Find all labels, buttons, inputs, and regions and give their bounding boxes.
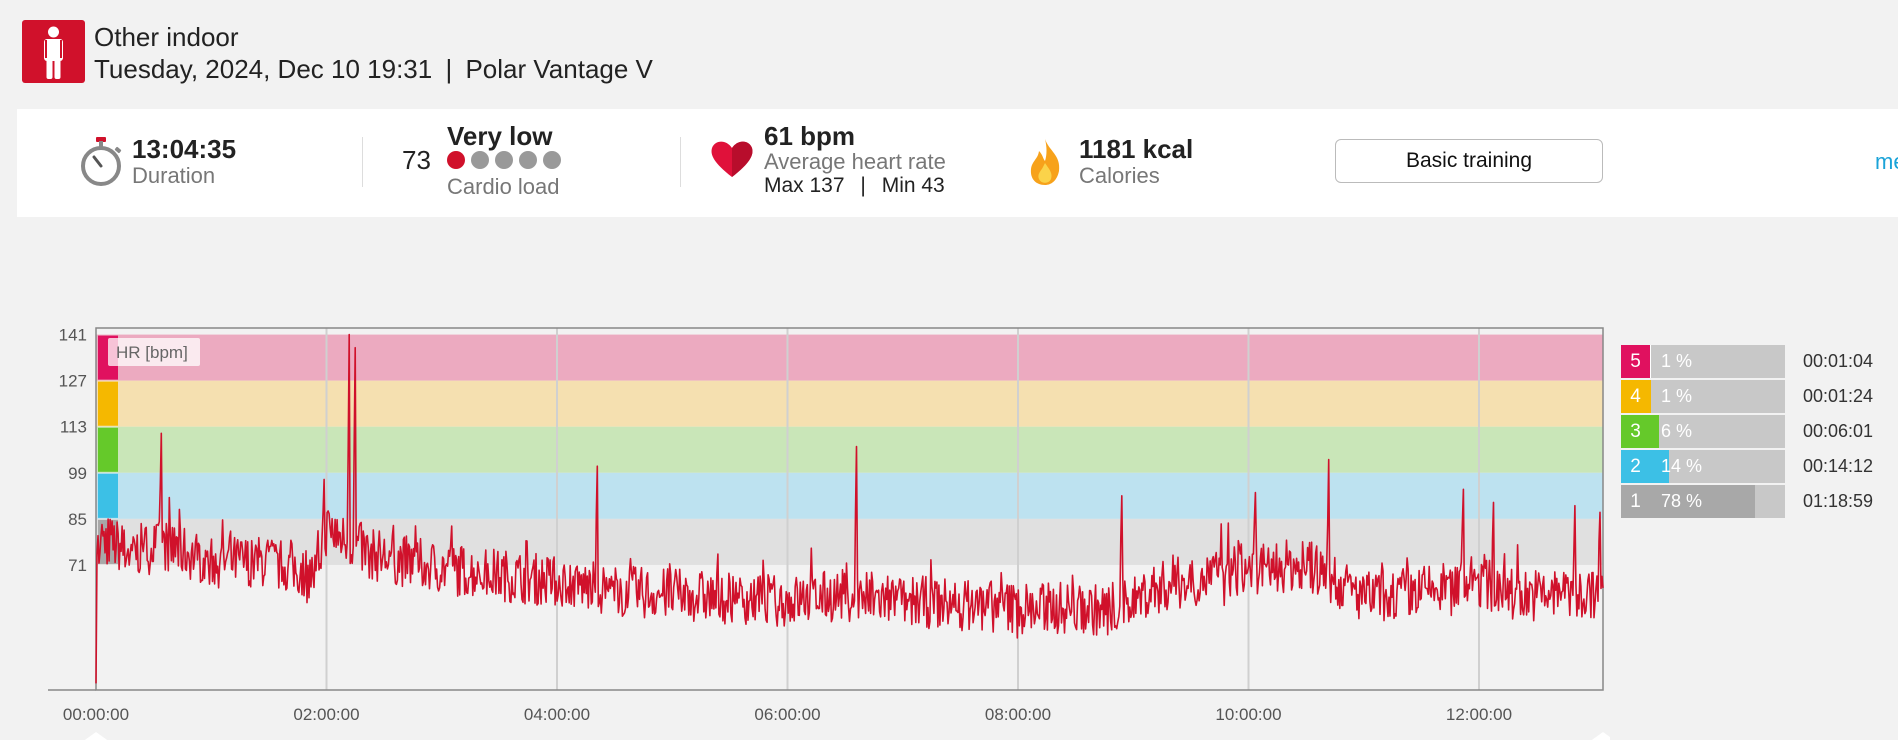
device-name: Polar Vantage V	[465, 54, 653, 84]
zone-percent: 78 %	[1661, 491, 1703, 511]
avg-hr-label: Average heart rate	[764, 149, 946, 174]
x-tick-label: 02:00:00	[293, 705, 359, 724]
zone-time: 01:18:59	[1803, 491, 1874, 511]
zone-band-2	[96, 472, 1603, 519]
calories-value: 1181 kcal	[1079, 134, 1194, 164]
separator: |	[445, 54, 453, 84]
zone-marker-2	[98, 473, 118, 518]
cardio-dot	[471, 151, 489, 169]
hr-series-line	[95, 333, 1604, 684]
flame-icon	[1027, 137, 1063, 187]
duration-label: Duration	[132, 163, 216, 188]
zone-number: 5	[1621, 345, 1650, 378]
hr-max: Max 137	[764, 174, 845, 197]
zone-row-4[interactable]: 4 1 %	[1621, 380, 1785, 413]
zone-percent: 6 %	[1661, 421, 1693, 441]
series-label-box	[108, 338, 200, 366]
zone-time: 00:14:12	[1803, 456, 1874, 476]
cardio-load-level: Very low	[447, 121, 553, 151]
stopwatch-icon	[79, 137, 123, 187]
hr-max-min: Max 137 | Min 43	[764, 174, 945, 198]
zone-row-2[interactable]: 2 14 %	[1621, 450, 1785, 483]
zone-number: 1	[1621, 485, 1650, 518]
calories-label: Calories	[1079, 163, 1160, 188]
zone-number: 4	[1621, 380, 1650, 413]
range-handle-right[interactable]	[1589, 732, 1610, 740]
x-tick-label: 08:00:00	[985, 705, 1051, 724]
range-handle-left[interactable]	[82, 732, 110, 740]
avg-hr-value: 61 bpm	[764, 121, 856, 151]
hr-min: Min 43	[881, 174, 945, 197]
y-tick-label: 99	[68, 464, 87, 483]
heart-icon	[710, 139, 754, 179]
y-tick-label: 127	[59, 372, 87, 391]
x-tick-label: 10:00:00	[1215, 705, 1281, 724]
x-tick-label: 00:00:00	[63, 705, 129, 724]
y-tick-label: 141	[59, 326, 87, 345]
summary-bar: 13:04:35 Duration 73 Very low Cardio loa…	[17, 109, 1898, 217]
zone-bar-fill	[1650, 415, 1659, 448]
cardio-dot	[519, 151, 537, 169]
zone-percent: 1 %	[1661, 386, 1693, 406]
person-standing-icon	[22, 20, 85, 83]
zone-marker-3	[98, 427, 118, 472]
zone-row-5[interactable]: 5 1 %	[1621, 345, 1785, 378]
y-tick-label: 71	[68, 556, 87, 575]
zone-percent: 1 %	[1661, 351, 1693, 371]
y-tick-label: 85	[68, 510, 87, 529]
zone-band-3	[96, 426, 1603, 473]
zone-time: 00:01:04	[1803, 351, 1874, 371]
training-benefit-button[interactable]: Basic training	[1335, 139, 1603, 183]
zone-row-1[interactable]: 1 78 %	[1621, 485, 1785, 518]
session-subtitle: Tuesday, 2024, Dec 10 19:31 | Polar Vant…	[94, 54, 653, 85]
plot-frame	[95, 327, 1604, 691]
zone-number: 2	[1621, 450, 1650, 483]
zone-number: 3	[1621, 415, 1650, 448]
x-tick-label: 12:00:00	[1446, 705, 1512, 724]
zone-bar-fill	[1650, 450, 1669, 483]
zone-bar-fill	[1650, 380, 1651, 413]
zone-time: 00:01:24	[1803, 386, 1874, 406]
x-tick-label: 04:00:00	[524, 705, 590, 724]
divider	[680, 137, 681, 187]
sport-title: Other indoor	[94, 22, 239, 52]
divider	[362, 137, 363, 187]
cardio-dot	[495, 151, 513, 169]
series-label: HR [bpm]	[116, 343, 188, 362]
cardio-dot	[543, 151, 561, 169]
more-link[interactable]: me	[1875, 149, 1898, 174]
zone-row-3[interactable]: 3 6 %	[1621, 415, 1785, 448]
zone-time: 00:06:01	[1803, 421, 1874, 441]
zone-band-5	[96, 334, 1603, 381]
session-date: Tuesday, 2024, Dec 10 19:31	[94, 54, 433, 84]
heart-rate-chart[interactable]: 141 127 113 99 85 71 00:00:00 02:00:00 04:00:00 0…	[0, 320, 1610, 740]
cardio-load-value: 73	[402, 145, 431, 175]
separator: |	[860, 174, 866, 197]
zone-percent: 14 %	[1661, 456, 1703, 476]
zone-band-4	[96, 380, 1603, 427]
zone-marker-4	[98, 381, 118, 426]
cardio-load-label: Cardio load	[447, 174, 560, 199]
cardio-dot	[447, 151, 465, 169]
x-tick-label: 06:00:00	[754, 705, 820, 724]
y-tick-label: 113	[60, 418, 87, 437]
zone-bar-fill	[1650, 345, 1651, 378]
zone-bar-fill	[1650, 485, 1755, 518]
duration-value: 13:04:35	[132, 134, 237, 164]
